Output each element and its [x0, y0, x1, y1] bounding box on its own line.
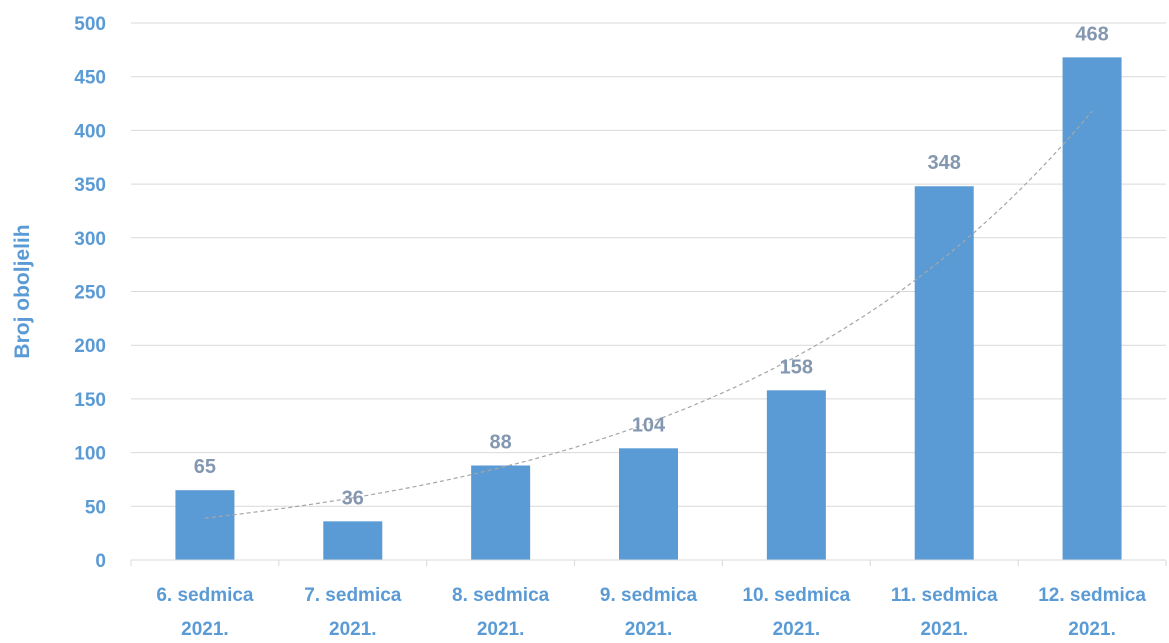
y-tick-label: 350 — [74, 175, 106, 196]
y-axis-ticks: 0 50 100 150 200 250 300 350 400 450 500 — [74, 14, 106, 572]
y-tick-label: 50 — [85, 497, 106, 518]
gridlines — [131, 22, 1166, 507]
x-tick-label-line: 2021. — [625, 619, 673, 638]
x-tick-label-line: 11. sedmica — [891, 585, 998, 606]
data-label: 158 — [780, 356, 813, 378]
x-tick-label: 10. sedmica 2021. — [742, 585, 850, 638]
bar — [323, 521, 383, 560]
bars — [175, 57, 1122, 561]
data-label: 348 — [928, 152, 961, 174]
bar — [619, 448, 678, 560]
bar — [471, 465, 531, 560]
x-tick-label-line: 12. sedmica — [1038, 585, 1146, 606]
y-tick-label: 0 — [95, 551, 106, 572]
x-tick-label-line: 2021. — [329, 619, 377, 638]
x-tick-label-line: 9. sedmica — [600, 585, 698, 606]
data-labels: 65 36 88 104 158 348 468 — [194, 23, 1109, 509]
y-tick-label: 200 — [74, 336, 106, 357]
bar — [914, 186, 974, 561]
trendline-path — [204, 110, 1093, 519]
x-tick-label-line: 8. sedmica — [452, 585, 550, 606]
trendline — [204, 110, 1093, 519]
x-tick-label-line: 6. sedmica — [156, 585, 254, 606]
x-axis-ticks: 6. sedmica 2021.7. sedmica 2021.8. sedmica… — [156, 585, 1146, 640]
x-tick-label-line: 2021. — [773, 619, 821, 638]
y-tick-label: 250 — [74, 283, 106, 304]
data-label: 88 — [490, 431, 512, 453]
y-tick-label: 100 — [74, 444, 106, 465]
bar — [766, 390, 826, 560]
x-tick-label-line: 7. sedmica — [304, 585, 402, 606]
y-tick-label: 150 — [74, 390, 106, 411]
x-tick-label-line: 2021. — [920, 619, 968, 638]
data-label: 65 — [194, 456, 216, 478]
bar — [1062, 57, 1122, 560]
x-tick-label-line: 2021. — [477, 619, 525, 638]
bar — [175, 490, 235, 560]
data-label: 468 — [1075, 23, 1108, 45]
x-tick-label: 12. sedmica 2021. — [1038, 585, 1146, 638]
x-tick-label: 8. sedmica 2021. — [452, 585, 550, 638]
data-label: 104 — [632, 414, 666, 436]
y-axis-title: Broj oboljelih — [11, 224, 34, 358]
x-tick-label: 6. sedmica 2021. — [156, 585, 254, 638]
y-tick-label: 500 — [74, 14, 106, 35]
x-tick-label: 9. sedmica 2021. — [600, 585, 698, 638]
x-tick-label: 7. sedmica 2021. — [304, 585, 402, 638]
x-tick-label-line: 10. sedmica — [742, 585, 850, 606]
x-axis — [130, 559, 1167, 566]
x-tick-label: 11. sedmica 2021. — [891, 585, 998, 638]
y-tick-label: 400 — [74, 121, 106, 142]
data-label: 36 — [342, 487, 364, 509]
y-tick-label: 450 — [74, 68, 106, 89]
x-tick-label-line: 2021. — [1068, 619, 1116, 638]
x-tick-label-line: 2021. — [181, 619, 229, 638]
y-tick-label: 300 — [74, 229, 106, 250]
